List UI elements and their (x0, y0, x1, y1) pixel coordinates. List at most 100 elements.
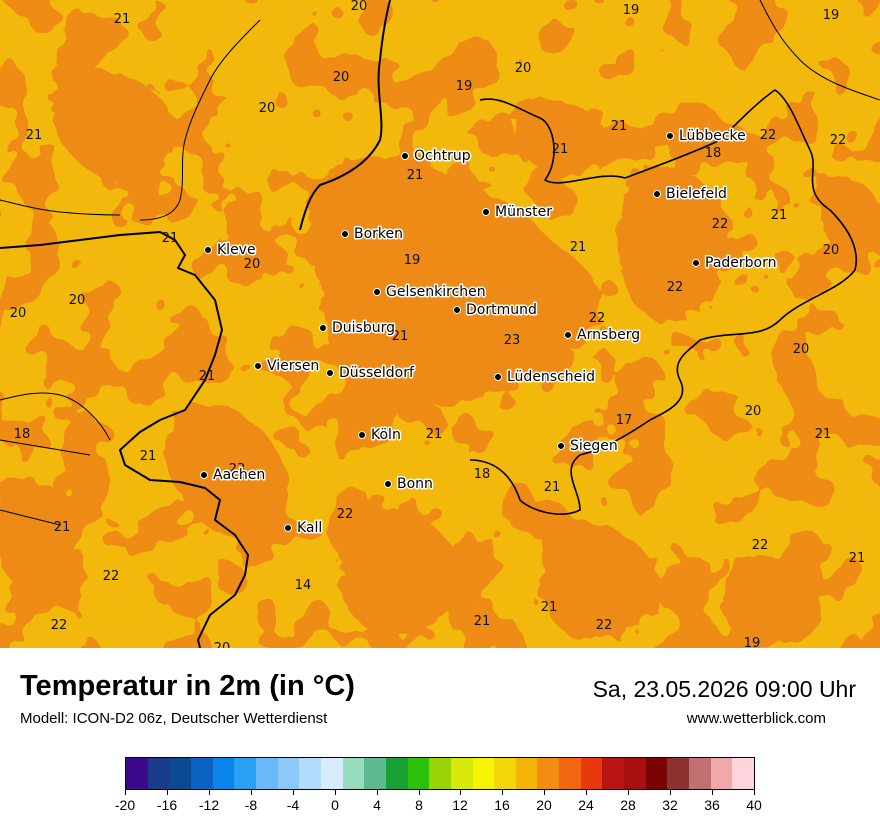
temperature-value: 22 (712, 217, 729, 232)
legend-color-step (667, 758, 690, 789)
legend-color-step (450, 758, 473, 789)
legend-color-step (126, 758, 148, 789)
legend-color-step (602, 758, 625, 789)
legend-tick (209, 790, 210, 795)
legend-tick (125, 790, 126, 795)
legend-tick-label: 16 (494, 797, 510, 813)
temperature-value: 21 (407, 168, 424, 183)
legend-tick (460, 790, 461, 795)
legend-color-step (234, 758, 256, 789)
city-marker: Viersen (254, 357, 321, 376)
legend-tick (335, 790, 336, 795)
legend-color-step (645, 758, 668, 789)
temperature-value: 22 (596, 618, 613, 633)
legend-tick (419, 790, 420, 795)
city-dot (358, 431, 366, 439)
temperature-value: 22 (103, 569, 120, 584)
temperature-value: 22 (51, 618, 68, 633)
legend-color-step (255, 758, 278, 789)
legend-tick (628, 790, 629, 795)
temperature-map[interactable]: 21 20 19 19 20 20 19 20 21 21 22 22 21 18 21 21 22 21 21 20… (0, 0, 880, 648)
legend-tick-label: 20 (536, 797, 552, 813)
temperature-value: 20 (259, 101, 276, 116)
legend-color-step (537, 758, 560, 789)
city-label: Ochtrup (414, 148, 471, 164)
state-border-east (469, 89, 857, 515)
city-dot (653, 190, 661, 198)
temperature-labels: 21 20 19 19 20 20 19 20 21 21 22 22 21 18 21 21 22 21 21 20… (10, 0, 866, 648)
city-dot (284, 524, 292, 532)
city-dot (200, 471, 208, 479)
country-border (0, 231, 249, 648)
temperature-value: 21 (199, 369, 216, 384)
city-marker: Bonn (384, 475, 434, 494)
legend-color-step (147, 758, 170, 789)
city-marker: Ochtrup (401, 147, 472, 166)
temperature-value: 19 (456, 79, 473, 94)
city-dot (341, 230, 349, 238)
legend-tick-label: -20 (114, 797, 136, 813)
legend-tick (754, 790, 755, 795)
legend-tick-label: -12 (198, 797, 220, 813)
city-marker: Münster (482, 203, 554, 222)
temperature-value: 22 (667, 280, 684, 295)
city-marker: Düsseldorf (326, 364, 416, 383)
temperature-value: 21 (541, 600, 558, 615)
city-marker: Dortmund (453, 301, 538, 320)
legend-color-step (515, 758, 538, 789)
city-label: Lübbecke (679, 128, 746, 144)
legend-color-step (169, 758, 191, 789)
city-label: Köln (371, 427, 401, 443)
city-marker: Paderborn (692, 254, 778, 273)
city-dot (319, 324, 327, 332)
city-dot (204, 246, 212, 254)
legend-color-step (559, 758, 581, 789)
legend-tick (167, 790, 168, 795)
map-title: Temperatur in 2m (in °C) (20, 670, 355, 702)
warm-regions (0, 67, 880, 648)
legend-tick-label: 28 (620, 797, 636, 813)
temperature-value: 19 (623, 3, 640, 18)
forecast-datetime: Sa, 23.05.2026 09:00 Uhr (592, 676, 856, 702)
legend-tick (502, 790, 503, 795)
temperature-value: 21 (162, 231, 179, 246)
legend-tick (670, 790, 671, 795)
map-canvas: 21 20 19 19 20 20 19 20 21 21 22 22 21 18 21 21 22 21 21 20… (0, 0, 880, 648)
legend-tick-label: 12 (452, 797, 468, 813)
legend-color-step (277, 758, 300, 789)
legend-tick-label: -8 (244, 797, 258, 813)
temperature-value: 20 (745, 404, 762, 419)
city-marker: Aachen (200, 466, 267, 485)
temperature-value: 21 (392, 329, 409, 344)
temperature-value: 20 (823, 243, 840, 258)
city-label: Paderborn (705, 255, 776, 271)
legend-color-step (580, 758, 603, 789)
legend-color-step (624, 758, 646, 789)
city-dot (384, 480, 392, 488)
website-link[interactable]: www.wetterblick.com (686, 710, 826, 727)
legend-tick (586, 790, 587, 795)
city-label: Duisburg (332, 320, 395, 336)
city-label: Gelsenkirchen (386, 284, 486, 300)
city-marker: Kall (284, 519, 324, 538)
legend-color-step (494, 758, 516, 789)
temperature-value: 22 (337, 507, 354, 522)
temperature-value: 20 (214, 641, 231, 648)
legend-color-step (732, 758, 755, 789)
city-marker: Arnsberg (564, 326, 642, 345)
temperature-value: 23 (504, 333, 521, 348)
border-sw (0, 392, 111, 526)
city-dot (373, 288, 381, 296)
city-dot (401, 152, 409, 160)
city-marker: Siegen (557, 437, 619, 456)
temperature-value: 20 (793, 342, 810, 357)
legend-tick-label: 4 (373, 797, 381, 813)
temperature-value: 21 (140, 449, 157, 464)
temperature-value: 20 (244, 257, 261, 272)
legend-color-step (385, 758, 408, 789)
legend-tick (377, 790, 378, 795)
legend-tick (251, 790, 252, 795)
legend-tick-label: 32 (662, 797, 678, 813)
temperature-value: 21 (26, 128, 43, 143)
temperature-value: 19 (404, 253, 421, 268)
